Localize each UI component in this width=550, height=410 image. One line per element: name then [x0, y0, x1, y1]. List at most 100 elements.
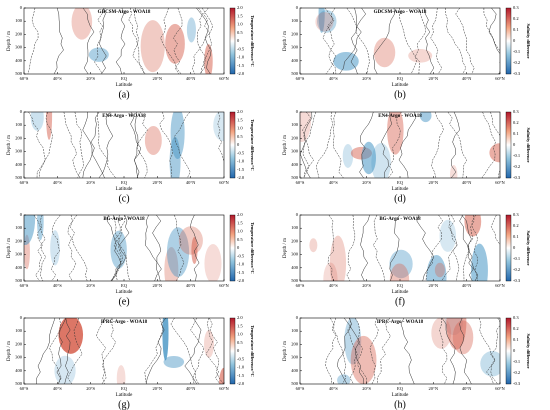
- colorbar-tick-label: 0: [513, 142, 516, 147]
- y-tick-label: 300: [291, 252, 299, 257]
- colorbar: [505, 111, 512, 179]
- colorbar-label: Salinity difference: [526, 127, 531, 162]
- x-tick-label: 60°N: [495, 76, 505, 81]
- contour-line: [481, 112, 496, 178]
- y-tick-label: 200: [291, 31, 299, 36]
- contour-line: [425, 215, 444, 281]
- contour-line: [152, 215, 162, 281]
- contour-line: [106, 215, 122, 281]
- contour-line: [441, 318, 456, 384]
- x-tick-label: EQ: [121, 386, 128, 391]
- contour-line: [98, 112, 114, 178]
- y-tick-label: 500: [15, 381, 23, 386]
- contour-line: [322, 8, 336, 74]
- y-tick-label: 400: [291, 265, 299, 270]
- anomaly-region: [204, 44, 213, 74]
- x-tick-label: EQ: [121, 180, 128, 185]
- colorbar-tick-label: 0.2: [513, 120, 519, 125]
- anomaly-region: [342, 143, 354, 168]
- y-axis-label: Depth / m: [7, 341, 12, 361]
- contour-line: [399, 8, 420, 74]
- y-tick-label: 500: [15, 278, 23, 283]
- y-tick-label: 200: [291, 238, 299, 243]
- colorbar-tick-label: 0.3: [513, 109, 519, 114]
- contour-line: [67, 215, 88, 281]
- colorbar-label: Temperature difference/°C: [250, 15, 255, 67]
- contour-line: [423, 8, 435, 74]
- x-tick-label: 60°N: [495, 180, 505, 185]
- colorbar-tick-label: -0.5: [237, 253, 245, 258]
- plot-area: [300, 8, 500, 74]
- colorbar-tick-label: -0.1: [513, 153, 520, 158]
- colorbar-tick-label: 0: [237, 142, 240, 147]
- colorbar-tick-label: -0.3: [513, 71, 521, 76]
- colorbar-tick-label: -0.2: [513, 370, 520, 375]
- x-axis-label: Latitude: [116, 83, 133, 88]
- y-tick-label: 0: [296, 315, 299, 320]
- y-tick-label: 500: [291, 278, 299, 283]
- colorbar-label: Salinity difference: [526, 230, 531, 265]
- anomaly-region: [186, 17, 196, 43]
- contour-line: [450, 112, 460, 178]
- contour-line: [410, 8, 427, 74]
- y-tick-label: 0: [20, 109, 23, 114]
- anomaly-region: [333, 51, 359, 71]
- colorbar-tick-label: 2.0: [237, 315, 243, 320]
- contour-line: [347, 318, 358, 384]
- contour-line: [132, 8, 145, 74]
- anomaly-region: [58, 318, 84, 354]
- colorbar-tick-label: -0.5: [237, 46, 245, 51]
- contour-line: [173, 8, 183, 74]
- anomaly-region: [361, 141, 376, 175]
- anomaly-region: [169, 136, 181, 178]
- colorbar-tick-label: -0.3: [513, 175, 521, 180]
- x-tick-label: 20°N: [429, 386, 439, 391]
- contour-line: [389, 215, 400, 281]
- panel-title: BG-Argo - WOA18: [103, 217, 145, 222]
- contour-line: [372, 8, 395, 74]
- anomaly-region: [408, 48, 433, 63]
- anomaly-region: [323, 262, 338, 281]
- colorbar-tick-label: 0.2: [513, 326, 519, 331]
- x-tick-label: 20°S: [86, 386, 95, 391]
- plot-background: [24, 112, 224, 178]
- y-tick-label: 200: [15, 238, 23, 243]
- colorbar-tick-label: -0.1: [513, 49, 520, 54]
- y-tick-label: 0: [20, 315, 23, 320]
- contour-line: [67, 318, 83, 384]
- contour-line: [197, 8, 206, 74]
- x-axis-label: Latitude: [392, 393, 409, 398]
- colorbar-tick-label: 1.0: [237, 229, 243, 234]
- contour-line: [350, 8, 367, 74]
- plot-background: [300, 318, 500, 384]
- colorbar-tick-label: 0.1: [513, 27, 519, 32]
- anomaly-region: [204, 243, 222, 281]
- x-tick-label: 40°N: [186, 180, 196, 185]
- colorbar: [505, 7, 512, 75]
- anomaly-region: [162, 318, 169, 361]
- anomaly-region: [300, 112, 312, 143]
- colorbar-tick-label: -0.5: [237, 150, 245, 155]
- x-tick-label: 60°N: [495, 386, 505, 391]
- contour-line: [400, 318, 415, 384]
- contour-line: [74, 112, 84, 178]
- anomaly-region: [71, 8, 93, 40]
- panel-title: EN4-Argo - WOA18: [378, 114, 422, 119]
- contour-line: [145, 318, 166, 384]
- x-tick-label: 40°S: [329, 180, 338, 185]
- x-tick-label: 20°S: [86, 180, 95, 185]
- colorbar-tick-label: -1.0: [237, 365, 245, 370]
- plot-area: [300, 215, 500, 281]
- contour-line: [110, 215, 130, 281]
- contour-line: [325, 318, 337, 384]
- x-tick-label: 40°N: [462, 180, 472, 185]
- x-axis-label: Latitude: [116, 290, 133, 295]
- colorbar-tick-label: 0.1: [513, 131, 519, 136]
- y-tick-label: 400: [15, 265, 23, 270]
- contour-line: [462, 215, 475, 281]
- anomaly-region: [464, 215, 482, 237]
- y-tick-label: 400: [15, 162, 23, 167]
- contour-line: [130, 112, 142, 178]
- panel-label: (b): [394, 89, 406, 100]
